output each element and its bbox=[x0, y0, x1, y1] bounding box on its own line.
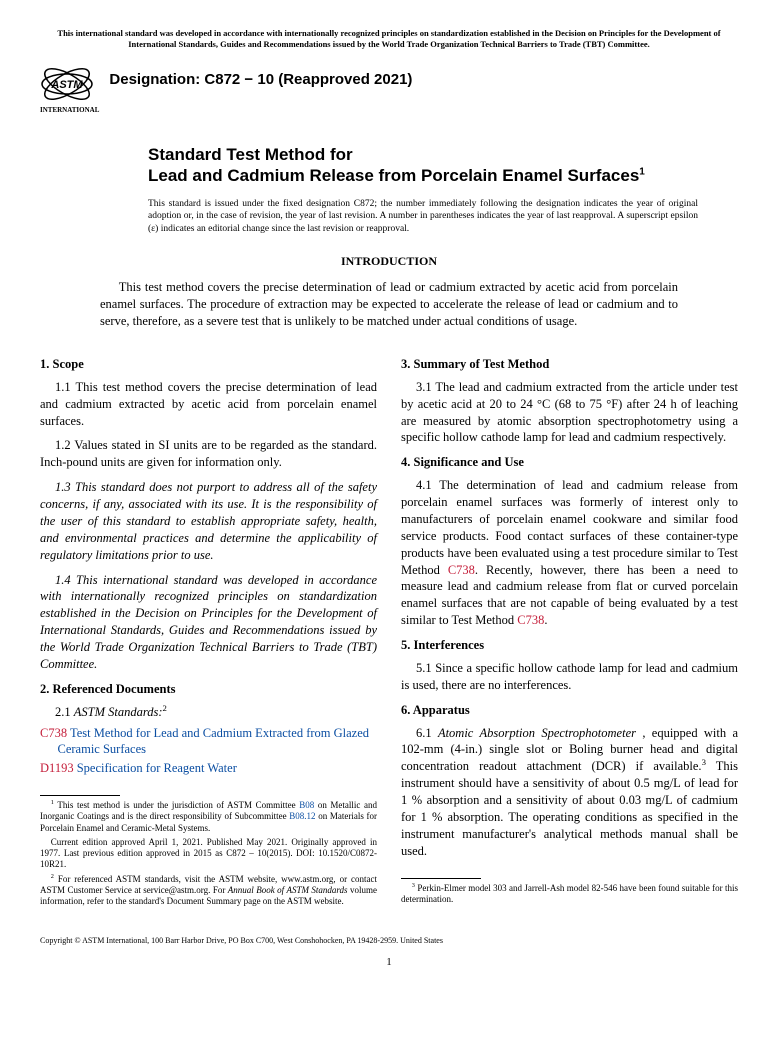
ref-d1193-code[interactable]: D1193 bbox=[40, 761, 74, 775]
para-5-1: 5.1 Since a specific hollow cathode lamp… bbox=[401, 660, 738, 694]
designation-row: ASTM INTERNATIONAL Designation: C872 − 1… bbox=[40, 64, 738, 115]
designation: Designation: C872 − 10 (Reapproved 2021) bbox=[109, 70, 412, 90]
footnote-3-text: Perkin-Elmer model 303 and Jarrell-Ash m… bbox=[401, 883, 738, 904]
para-4-1: 4.1 The determination of lead and cadmiu… bbox=[401, 477, 738, 629]
two-column-body: 1. Scope 1.1 This test method covers the… bbox=[40, 350, 738, 911]
para-6-1b: This instrument should have a sensitivit… bbox=[401, 759, 738, 857]
footnote-2-italic: Annual Book of ASTM Standards bbox=[228, 885, 348, 895]
para-1-1: 1.1 This test method covers the precise … bbox=[40, 379, 377, 430]
section-2-head: 2. Referenced Documents bbox=[40, 681, 377, 698]
para-2-1: 2.1 ASTM Standards:2 bbox=[40, 704, 377, 721]
section-1-head: 1. Scope bbox=[40, 356, 377, 373]
para-2-1-prefix: 2.1 bbox=[55, 705, 74, 719]
para-6-1: 6.1 Atomic Absorption Spectrophotometer … bbox=[401, 725, 738, 860]
title-footnote-sup: 1 bbox=[639, 166, 645, 177]
ref-c738: C738 Test Method for Lead and Cadmium Ex… bbox=[40, 725, 377, 759]
title-line1: Standard Test Method for bbox=[148, 145, 353, 164]
para-6-1-instrument: Atomic Absorption Spectrophotometer bbox=[438, 726, 636, 740]
para-3-1: 3.1 The lead and cadmium extracted from … bbox=[401, 379, 738, 447]
para-2-1-label: ASTM Standards: bbox=[74, 705, 163, 719]
footnote-rule-right bbox=[401, 878, 481, 879]
logo-text: INTERNATIONAL bbox=[40, 106, 99, 114]
copyright: Copyright © ASTM International, 100 Barr… bbox=[40, 936, 738, 947]
link-c738-a[interactable]: C738 bbox=[448, 563, 475, 577]
intro-heading: INTRODUCTION bbox=[40, 253, 738, 269]
section-3-head: 3. Summary of Test Method bbox=[401, 356, 738, 373]
para-1-2: 1.2 Values stated in SI units are to be … bbox=[40, 437, 377, 471]
footnote-1d: Current edition approved April 1, 2021. … bbox=[40, 837, 377, 871]
title-line2: Lead and Cadmium Release from Porcelain … bbox=[148, 166, 639, 185]
footnote-rule-left bbox=[40, 795, 120, 796]
svg-text:ASTM: ASTM bbox=[50, 79, 83, 91]
para-2-1-sup: 2 bbox=[163, 702, 167, 712]
standard-title: Standard Test Method for Lead and Cadmiu… bbox=[148, 144, 698, 187]
link-c738-b[interactable]: C738 bbox=[517, 613, 544, 627]
para-6-1-prefix: 6.1 bbox=[416, 726, 438, 740]
ref-c738-code[interactable]: C738 bbox=[40, 726, 67, 740]
footnote-2: 2 For referenced ASTM standards, visit t… bbox=[40, 874, 377, 908]
ref-d1193: D1193 Specification for Reagent Water bbox=[40, 760, 377, 777]
astm-logo: ASTM INTERNATIONAL bbox=[40, 64, 99, 115]
header-note: This international standard was develope… bbox=[40, 28, 738, 50]
ref-c738-title[interactable]: Test Method for Lead and Cadmium Extract… bbox=[58, 726, 370, 757]
right-column: 3. Summary of Test Method 3.1 The lead a… bbox=[401, 350, 738, 911]
ref-d1193-title[interactable]: Specification for Reagent Water bbox=[74, 761, 237, 775]
left-column: 1. Scope 1.1 This test method covers the… bbox=[40, 350, 377, 911]
link-b08[interactable]: B08 bbox=[299, 800, 314, 810]
footnote-1a: This test method is under the jurisdicti… bbox=[54, 800, 299, 810]
section-6-head: 6. Apparatus bbox=[401, 702, 738, 719]
para-4-1c: . bbox=[544, 613, 547, 627]
issuance-note: This standard is issued under the fixed … bbox=[148, 198, 698, 235]
title-block: Standard Test Method for Lead and Cadmiu… bbox=[148, 144, 698, 187]
page-number: 1 bbox=[40, 955, 738, 970]
para-1-3: 1.3 This standard does not purport to ad… bbox=[40, 479, 377, 563]
link-b0812[interactable]: B08.12 bbox=[289, 811, 315, 821]
footnote-1: 1 This test method is under the jurisdic… bbox=[40, 800, 377, 834]
section-5-head: 5. Interferences bbox=[401, 637, 738, 654]
intro-body: This test method covers the precise dete… bbox=[100, 279, 678, 330]
section-4-head: 4. Significance and Use bbox=[401, 454, 738, 471]
para-1-4: 1.4 This international standard was deve… bbox=[40, 572, 377, 673]
footnote-3: 3 Perkin-Elmer model 303 and Jarrell-Ash… bbox=[401, 883, 738, 906]
